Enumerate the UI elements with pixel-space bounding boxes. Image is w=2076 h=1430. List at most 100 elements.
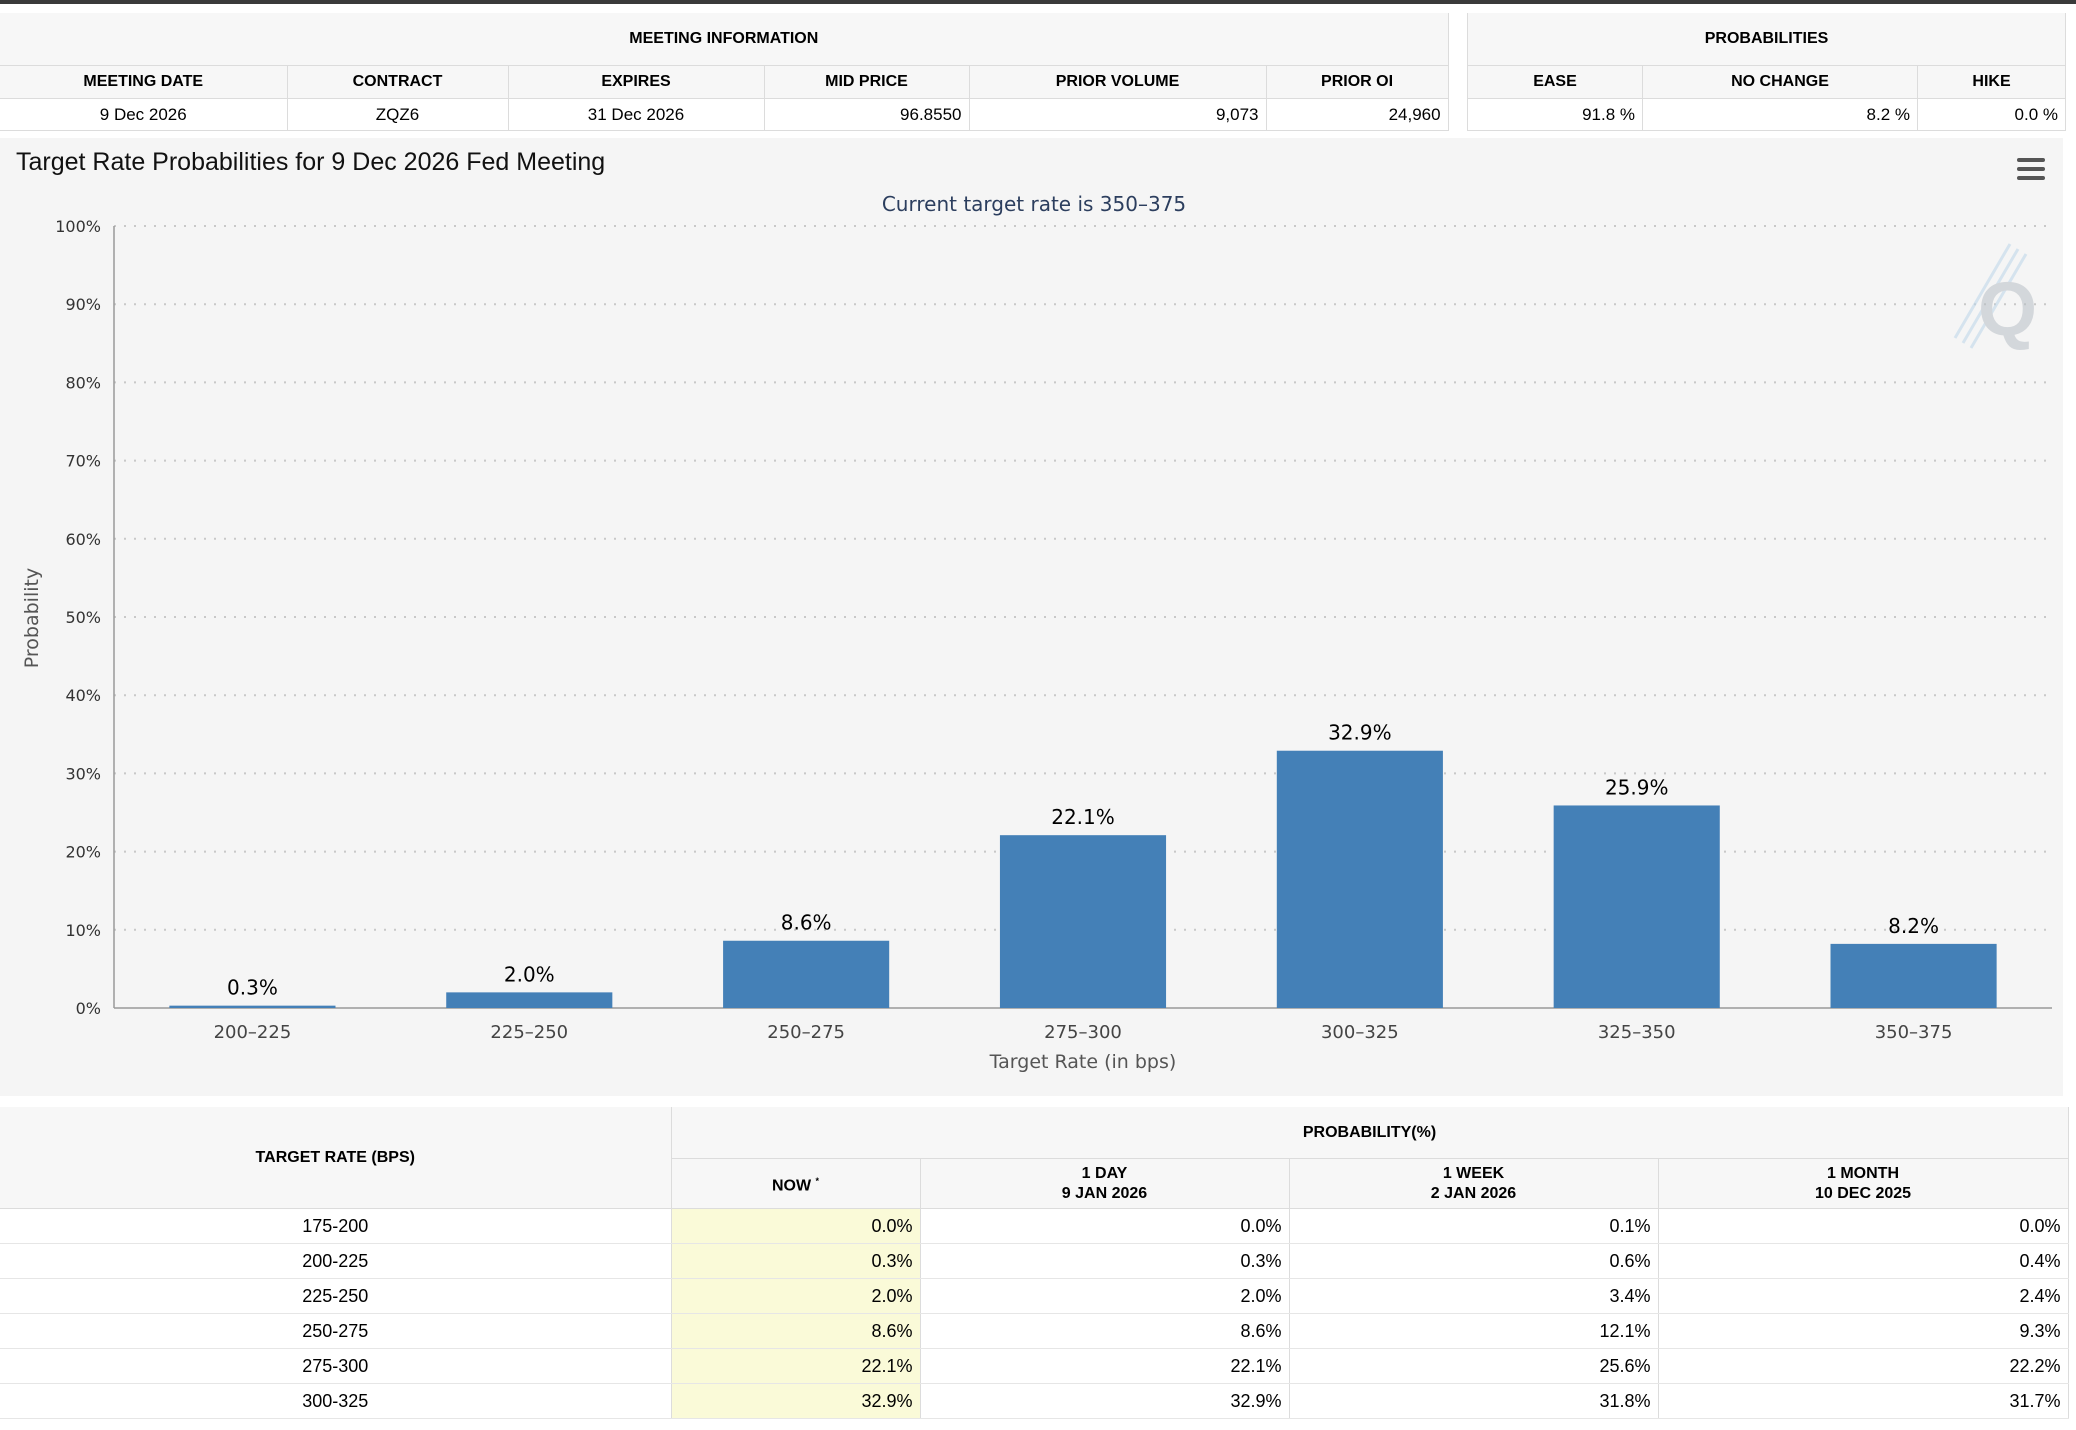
y-tick-label: 70% xyxy=(65,452,101,471)
no-change-value: 8.2 % xyxy=(1642,98,1918,131)
bar-3[interactable] xyxy=(999,835,1167,1008)
bar-value-label: 2.0% xyxy=(504,962,555,986)
col-1-day: 1 DAY 9 JAN 2026 xyxy=(919,1158,1289,1209)
col-1-month-label: 1 MONTH xyxy=(1827,1164,1899,1182)
y-tick-label: 100% xyxy=(55,217,101,236)
bar-value-label: 25.9% xyxy=(1605,775,1669,799)
1-week-prob-cell: 12.1% xyxy=(1288,1313,1658,1349)
target-rate-cell: 175-200 xyxy=(0,1208,671,1244)
x-tick-label: 325–350 xyxy=(1598,1022,1676,1043)
1-week-prob-cell: 3.4% xyxy=(1288,1278,1658,1314)
1-day-prob-cell: 2.0% xyxy=(919,1278,1289,1314)
target-rate-header: TARGET RATE (BPS) xyxy=(0,1107,671,1209)
now-prob-cell: 0.3% xyxy=(670,1243,920,1279)
prior-oi-value: 24,960 xyxy=(1265,98,1449,131)
x-tick-label: 275–300 xyxy=(1044,1022,1122,1043)
chart-title: Target Rate Probabilities for 9 Dec 2026… xyxy=(16,148,606,176)
1-day-prob-cell: 32.9% xyxy=(919,1383,1289,1419)
col-1-week: 1 WEEK 2 JAN 2026 xyxy=(1288,1158,1658,1209)
chart-axes: 0% 10% 20% 30% 40% 50% 60% 70% 80% 90% 100% 200–225… xyxy=(55,217,2052,1043)
y-tick-label: 20% xyxy=(65,843,101,862)
y-axis-title: Probability xyxy=(21,568,43,668)
target-rate-cell: 275-300 xyxy=(0,1348,671,1384)
1-month-prob-cell: 9.3% xyxy=(1657,1313,2069,1349)
1-day-prob-cell: 22.1% xyxy=(919,1348,1289,1384)
probabilities-header: PROBABILITIES xyxy=(1467,13,2066,66)
x-tick-label: 300–325 xyxy=(1321,1022,1399,1043)
y-tick-label: 50% xyxy=(65,608,101,627)
bar-2[interactable] xyxy=(723,940,890,1008)
bar-chart: Q 0% 10% 20% 30% 40% 50% 60% 70% 80% 90% 100% 200–2… xyxy=(21,192,2052,1073)
1-week-prob-cell: 25.6% xyxy=(1288,1348,1658,1384)
target-rate-cell: 300-325 xyxy=(0,1383,671,1419)
table-row: 250-275 8.6% 8.6% 12.1% 9.3% xyxy=(0,1313,2069,1349)
probabilities-table: PROBABILITIES EASE NO CHANGE HIKE 91.8 %… xyxy=(1467,13,2067,131)
col-now: NOW * xyxy=(670,1158,920,1209)
now-prob-cell: 8.6% xyxy=(670,1313,920,1349)
col-1-day-date: 9 JAN 2026 xyxy=(1061,1184,1148,1202)
1-month-prob-cell: 2.4% xyxy=(1657,1278,2069,1314)
1-day-prob-cell: 8.6% xyxy=(919,1313,1289,1349)
col-expires: EXPIRES xyxy=(507,65,764,99)
target-rate-rows: 175-200 0.0% 0.0% 0.1% 0.0% 200-225 0.3% 0.3% 0.… xyxy=(0,1208,2069,1419)
table-row: 200-225 0.3% 0.3% 0.6% 0.4% xyxy=(0,1243,2069,1279)
1-month-prob-cell: 31.7% xyxy=(1657,1383,2069,1419)
col-1-month: 1 MONTH 10 DEC 2025 xyxy=(1657,1158,2069,1209)
q-logo-icon: Q xyxy=(1953,243,2037,352)
now-prob-cell: 2.0% xyxy=(670,1278,920,1314)
bar-4[interactable] xyxy=(1276,750,1443,1008)
y-tick-label: 10% xyxy=(65,921,101,940)
1-month-prob-cell: 0.0% xyxy=(1657,1208,2069,1244)
x-axis-title: Target Rate (in bps) xyxy=(989,1051,1177,1073)
y-tick-label: 30% xyxy=(65,764,101,783)
meeting-info-header: MEETING INFORMATION xyxy=(0,13,1449,66)
1-week-prob-cell: 0.1% xyxy=(1288,1208,1658,1244)
bar-1[interactable] xyxy=(446,992,613,1008)
top-border xyxy=(0,0,2076,4)
hamburger-menu-icon[interactable] xyxy=(2017,158,2045,180)
bar-0[interactable] xyxy=(169,1005,336,1008)
ease-value: 91.8 % xyxy=(1582,104,1635,124)
1-week-prob-cell: 31.8% xyxy=(1288,1383,1658,1419)
1-month-prob-cell: 0.4% xyxy=(1657,1243,2069,1279)
chart-panel: Target Rate Probabilities for 9 Dec 2026… xyxy=(0,138,2063,1096)
col-mid-price: MID PRICE xyxy=(763,65,969,99)
target-rate-cell: 225-250 xyxy=(0,1278,671,1314)
table-row: 175-200 0.0% 0.0% 0.1% 0.0% xyxy=(0,1208,2069,1244)
now-prob-cell: 0.0% xyxy=(670,1208,920,1244)
meeting-date-value: 9 Dec 2026 xyxy=(99,104,187,124)
table-row: 225-250 2.0% 2.0% 3.4% 2.4% xyxy=(0,1278,2069,1314)
bar-value-label: 0.3% xyxy=(227,976,278,1000)
bar-value-label: 8.2% xyxy=(1888,914,1939,938)
col-ease: EASE xyxy=(1467,65,1643,99)
probability-header: PROBABILITY(%) xyxy=(670,1107,2069,1159)
bar-6[interactable] xyxy=(1830,943,1997,1008)
y-tick-label: 90% xyxy=(65,295,101,314)
col-contract: CONTRACT xyxy=(286,65,508,99)
1-month-prob-cell: 22.2% xyxy=(1657,1348,2069,1384)
contract-value: ZQZ6 xyxy=(286,98,508,131)
now-prob-cell: 32.9% xyxy=(670,1383,920,1419)
col-prior-volume: PRIOR VOLUME xyxy=(968,65,1266,99)
hike-value: 0.0 % xyxy=(1916,98,2066,131)
1-day-prob-cell: 0.0% xyxy=(919,1208,1289,1244)
bar-5[interactable] xyxy=(1553,805,1720,1008)
col-1-month-date: 10 DEC 2025 xyxy=(1814,1184,1912,1202)
expires-value: 31 Dec 2026 xyxy=(507,98,764,131)
col-1-day-label: 1 DAY xyxy=(1081,1164,1128,1182)
col-hike: HIKE xyxy=(1916,65,2066,99)
col-1-week-label: 1 WEEK xyxy=(1442,1164,1505,1182)
bar-value-label: 22.1% xyxy=(1051,805,1115,829)
mid-price-value: 96.8550 xyxy=(763,98,969,131)
meeting-info-table: MEETING INFORMATION MEETING DATE CONTRAC… xyxy=(0,13,1449,131)
svg-text:Q: Q xyxy=(1978,267,2037,352)
now-prob-cell: 22.1% xyxy=(670,1348,920,1384)
x-tick-label: 250–275 xyxy=(767,1022,845,1043)
bar-value-label: 32.9% xyxy=(1328,721,1392,745)
col-1-week-date: 2 JAN 2026 xyxy=(1430,1184,1517,1202)
x-tick-label: 200–225 xyxy=(214,1022,292,1043)
x-tick-label: 350–375 xyxy=(1875,1022,1953,1043)
col-now-footnote-mark: * xyxy=(815,1175,820,1186)
1-day-prob-cell: 0.3% xyxy=(919,1243,1289,1279)
y-tick-label: 60% xyxy=(65,530,101,549)
